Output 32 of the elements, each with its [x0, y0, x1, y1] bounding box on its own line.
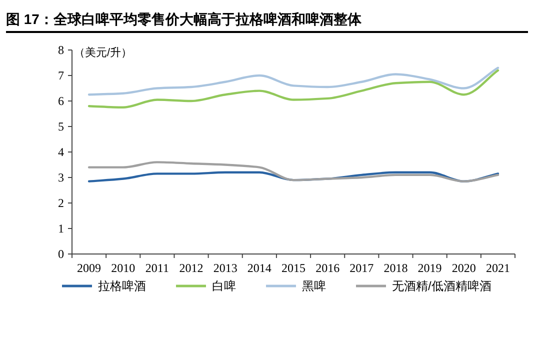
y-axis-title: （美元/升） — [74, 46, 132, 59]
y-tick-label: 6 — [58, 94, 64, 108]
chart-title: 图 17：全球白啤平均零售价大幅高于拉格啤酒和啤酒整体 — [6, 11, 362, 27]
line-series — [88, 161, 500, 182]
x-tick-label: 2014 — [247, 261, 272, 275]
x-tick-label: 2015 — [282, 261, 306, 275]
y-tick-label: 2 — [58, 196, 64, 210]
x-tick-label: 2012 — [179, 261, 204, 275]
y-tick-label: 0 — [58, 247, 64, 261]
y-tick-label: 3 — [58, 170, 64, 184]
legend-label: 黑啤 — [302, 279, 326, 293]
line-series — [88, 69, 500, 108]
x-tick-label: 2021 — [486, 261, 510, 275]
y-tick-label: 1 — [58, 222, 64, 236]
x-tick-label: 2018 — [384, 261, 408, 275]
x-tick-label: 2011 — [145, 261, 169, 275]
line-series — [88, 171, 500, 182]
x-tick-label: 2010 — [111, 261, 136, 275]
y-tick-label: 5 — [58, 120, 64, 134]
legend-label: 无酒精/低酒精啤酒 — [392, 279, 492, 293]
x-tick-label: 2013 — [213, 261, 238, 275]
x-tick-label: 2016 — [316, 261, 340, 275]
y-tick-label: 8 — [58, 43, 64, 57]
y-tick-label: 4 — [58, 145, 64, 159]
legend-label: 拉格啤酒 — [98, 279, 146, 293]
y-tick-label: 7 — [58, 68, 64, 82]
legend-label: 白啤 — [212, 279, 236, 293]
x-tick-label: 2019 — [418, 261, 442, 275]
line-series — [88, 66, 500, 96]
x-tick-label: 2017 — [350, 261, 374, 275]
x-tick-label: 2020 — [452, 261, 476, 275]
x-tick-label: 2009 — [77, 261, 102, 275]
